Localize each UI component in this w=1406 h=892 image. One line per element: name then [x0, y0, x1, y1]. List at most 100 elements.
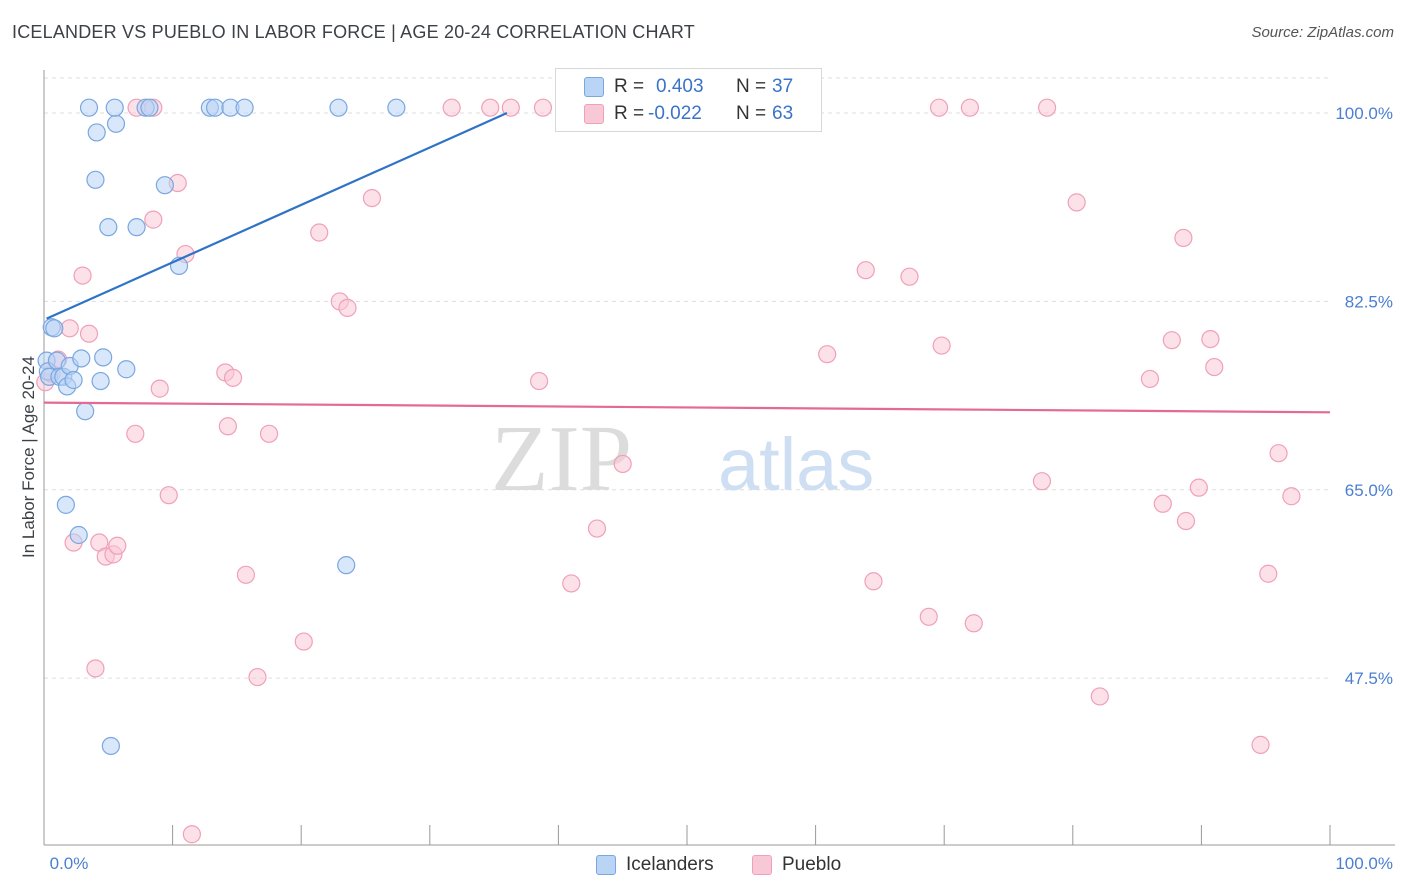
icelander-point	[387, 98, 406, 117]
r-label: R =	[614, 76, 645, 97]
icelander-point	[105, 98, 124, 117]
pueblo-point	[73, 266, 92, 285]
pueblo-trend-line	[43, 401, 1331, 414]
pueblo-label: Pueblo	[782, 854, 842, 875]
icelander-point	[76, 402, 95, 421]
icelander-point	[117, 360, 136, 379]
x-tick-label: 100.0%	[1335, 854, 1393, 873]
icelander-point	[140, 98, 159, 117]
stats-legend: R = 0.403 N = 37 R = -0.022 N = 63	[555, 68, 822, 132]
pueblo-point	[362, 188, 382, 208]
r-label: R =	[614, 103, 645, 124]
y-tick-label: 65.0%	[1345, 481, 1393, 500]
icelander-point	[72, 349, 91, 368]
r-value: -0.022	[648, 103, 702, 124]
icelander-point	[99, 218, 118, 237]
y-tick-label: 82.5%	[1345, 292, 1393, 311]
trend-lines	[43, 112, 1331, 414]
y-axis-label: In Labor Force | Age 20-24	[19, 356, 38, 558]
icelander-point	[155, 176, 174, 195]
pueblo-point	[442, 98, 461, 117]
pueblo-point	[1153, 494, 1172, 513]
n-label: N =	[736, 76, 767, 97]
icelanders-label: Icelanders	[626, 854, 714, 875]
x-tick-label: 0.0%	[50, 854, 89, 873]
icelander-point	[329, 98, 348, 117]
pueblo-point	[533, 98, 553, 117]
pueblo-point	[530, 371, 549, 391]
pueblo-point	[1162, 331, 1181, 350]
icelander-point	[45, 319, 64, 338]
pueblo-point	[1090, 687, 1109, 706]
icelander-point	[101, 736, 120, 756]
pueblo-point	[259, 424, 279, 443]
r-value: 0.403	[656, 76, 704, 97]
icelander-point	[86, 170, 105, 189]
icelanders-trend-line	[46, 112, 508, 320]
pueblo-point	[1251, 735, 1270, 754]
pueblo-point	[1176, 511, 1196, 531]
legend-item-pueblo[interactable]: Pueblo	[752, 852, 841, 878]
pueblo-point	[182, 825, 201, 844]
pueblo-point	[1269, 444, 1288, 463]
icelander-point	[235, 98, 254, 117]
pueblo-point	[79, 324, 99, 343]
pueblo-swatch	[584, 104, 604, 124]
icelanders-points	[37, 98, 406, 756]
pueblo-point	[126, 424, 145, 443]
y-tick-label: 100.0%	[1335, 104, 1393, 123]
n-label: N =	[736, 103, 767, 124]
n-value: 63	[772, 103, 794, 124]
pueblo-point	[294, 632, 313, 651]
pueblo-point	[856, 261, 875, 280]
icelander-point	[94, 348, 113, 367]
pueblo-point	[1259, 564, 1278, 583]
pueblo-point	[60, 319, 79, 338]
pueblo-point	[562, 574, 581, 593]
pueblo-point	[932, 336, 951, 355]
pueblo-point	[218, 417, 237, 436]
pueblo-point	[1282, 487, 1301, 506]
icelander-point	[127, 218, 146, 237]
chart-title: ICELANDER VS PUEBLO IN LABOR FORCE | AGE…	[12, 22, 695, 42]
pueblo-swatch	[752, 855, 772, 875]
icelander-point	[69, 525, 88, 545]
pueblo-point	[481, 98, 500, 117]
watermark-zip: ZIP	[491, 407, 632, 511]
pueblo-point	[86, 659, 105, 678]
legend-item-icelanders[interactable]: Icelanders	[596, 852, 714, 878]
pueblo-point	[900, 267, 919, 286]
y-tick-label: 47.5%	[1345, 669, 1393, 688]
axes	[43, 70, 1395, 846]
pueblo-point	[108, 536, 127, 555]
pueblo-point	[864, 572, 883, 591]
pueblo-point	[1189, 478, 1208, 497]
pueblo-point	[223, 368, 243, 387]
pueblo-point	[587, 519, 607, 538]
pueblo-point	[960, 98, 980, 117]
icelanders-swatch	[596, 855, 616, 875]
pueblo-point	[150, 379, 169, 398]
pueblo-point	[1205, 357, 1224, 377]
icelanders-swatch	[584, 77, 604, 97]
pueblo-point	[1174, 228, 1193, 248]
pueblo-point	[159, 486, 178, 505]
source-credit: Source: ZipAtlas.com	[1251, 24, 1394, 41]
pueblo-point	[818, 345, 837, 364]
pueblo-point	[1032, 472, 1052, 491]
pueblo-point	[310, 223, 329, 242]
pueblo-point	[144, 210, 163, 229]
icelander-point	[106, 114, 126, 133]
pueblo-point	[236, 565, 256, 584]
pueblo-point	[1201, 329, 1220, 349]
pueblo-point	[929, 98, 949, 117]
series-legend: Icelanders Pueblo	[0, 852, 1406, 878]
pueblo-point	[1067, 193, 1086, 212]
watermark-atlas: atlas	[718, 423, 874, 506]
pueblo-point	[1037, 98, 1057, 117]
icelander-point	[56, 495, 75, 514]
pueblo-point	[964, 614, 983, 633]
icelander-point	[87, 123, 106, 142]
icelander-point	[91, 371, 110, 391]
